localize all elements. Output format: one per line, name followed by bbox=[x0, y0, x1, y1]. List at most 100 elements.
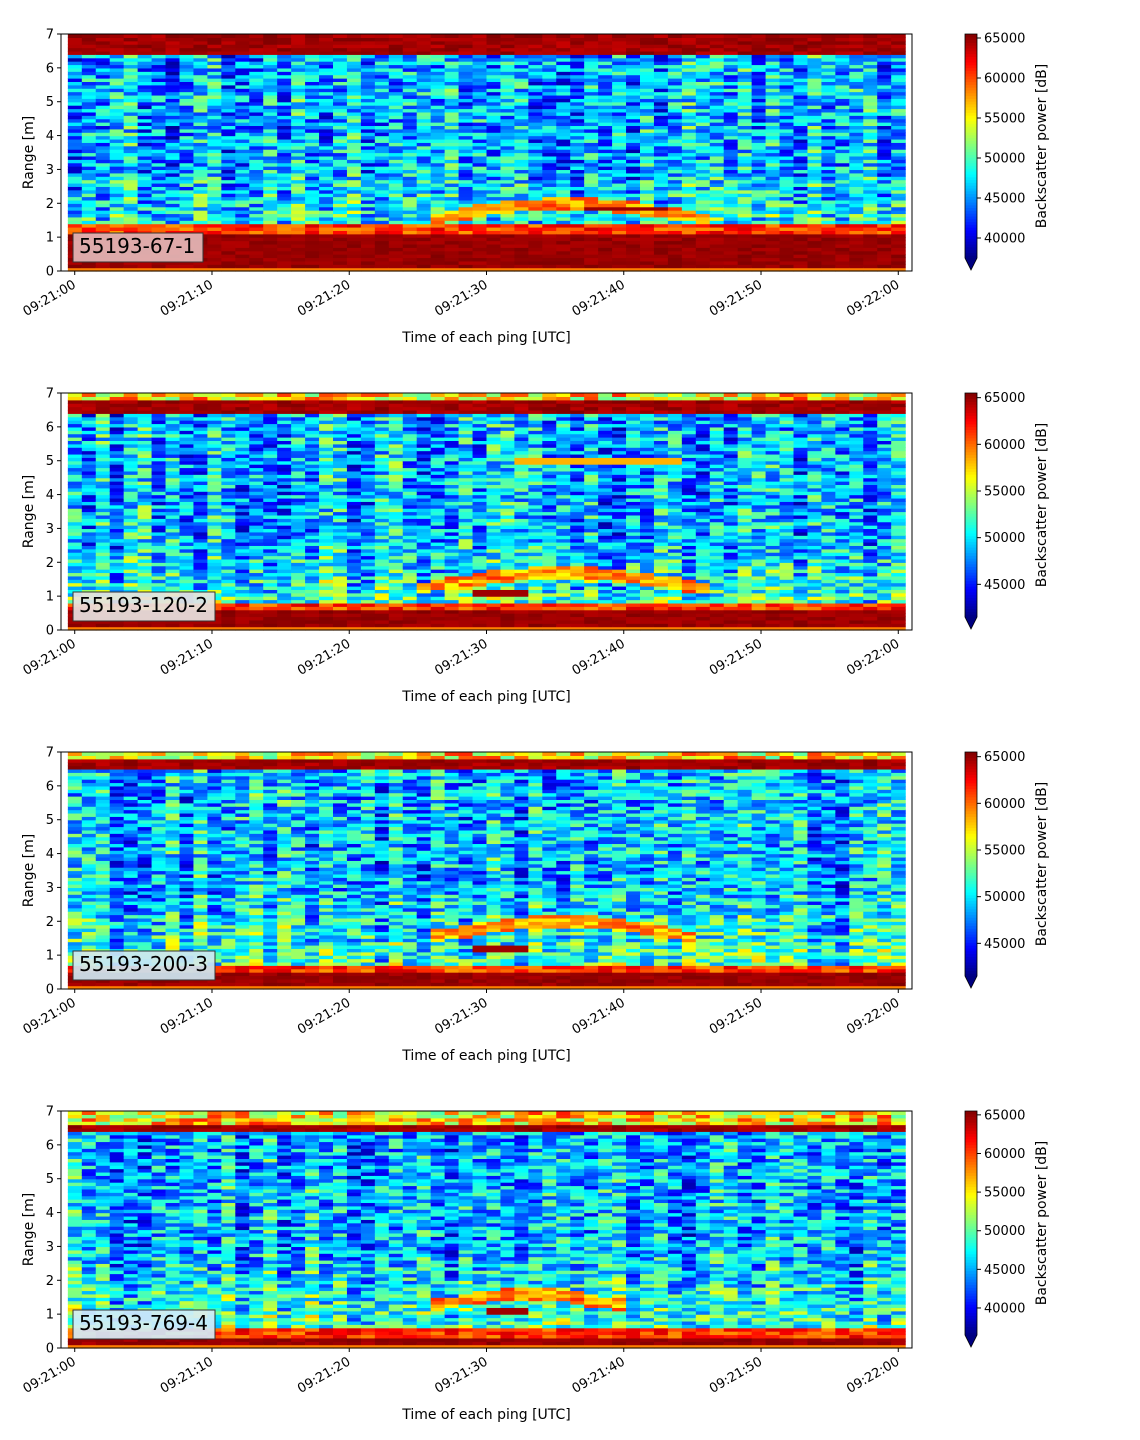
y-axis-label: Range [m] bbox=[21, 475, 37, 548]
y-tick-label: 1 bbox=[46, 590, 54, 605]
y-tick-label: 7 bbox=[46, 28, 54, 43]
colorbar-tick-label: 50000 bbox=[984, 890, 1025, 905]
colorbar: 400004500050000550006000065000Backscatte… bbox=[965, 1108, 1050, 1347]
colorbar-extend-arrow bbox=[965, 1335, 977, 1347]
y-tick-label: 4 bbox=[46, 847, 54, 862]
chart-panel-2: 0 1 2 3 4 5 6 7 09:21:00 09:21:10 09:21:20 09:21:30… bbox=[0, 359, 1140, 718]
y-tick-label: 4 bbox=[46, 1206, 54, 1221]
x-tick-label: 09:21:20 bbox=[295, 1354, 353, 1396]
colorbar-tick-label: 45000 bbox=[984, 192, 1025, 207]
x-tick-label: 09:21:40 bbox=[570, 1354, 628, 1396]
station-annotation: 55193-67-1 bbox=[73, 233, 203, 262]
colorbar-tick-label: 50000 bbox=[984, 1224, 1025, 1239]
y-tick-label: 3 bbox=[46, 522, 54, 537]
station-annotation-text: 55193-120-2 bbox=[79, 593, 208, 617]
y-tick-label: 3 bbox=[46, 163, 54, 178]
y-tick-label: 7 bbox=[46, 746, 54, 761]
y-tick-label: 6 bbox=[46, 61, 54, 76]
x-tick-label: 09:21:20 bbox=[295, 636, 353, 678]
x-axis-label: Time of each ping [UTC] bbox=[401, 330, 571, 346]
x-tick-label: 09:21:40 bbox=[570, 636, 628, 678]
station-annotation-text: 55193-769-4 bbox=[79, 1311, 208, 1335]
y-tick-label: 4 bbox=[46, 488, 54, 503]
x-tick-label: 09:21:20 bbox=[295, 277, 353, 319]
x-tick-label: 09:22:00 bbox=[844, 1354, 902, 1396]
x-tick-label: 09:21:10 bbox=[158, 636, 216, 678]
x-tick-label: 09:21:50 bbox=[707, 995, 765, 1037]
x-tick-label: 09:21:30 bbox=[432, 995, 490, 1037]
y-axis-label: Range [m] bbox=[21, 834, 37, 907]
x-axis-label: Time of each ping [UTC] bbox=[401, 1407, 571, 1423]
colorbar-tick-label: 65000 bbox=[984, 750, 1025, 765]
y-tick-label: 1 bbox=[46, 231, 54, 246]
x-tick-label: 09:21:30 bbox=[432, 1354, 490, 1396]
colorbar: 45000 50000 55000 60000 65000 Backscatter pow… bbox=[965, 391, 1050, 629]
y-tick-label: 3 bbox=[46, 881, 54, 896]
x-tick-label: 09:21:50 bbox=[707, 636, 765, 678]
x-tick-label: 09:21:40 bbox=[570, 277, 628, 319]
x-tick-label: 09:21:00 bbox=[21, 277, 79, 319]
colorbar-tick-label: 40000 bbox=[984, 1301, 1025, 1316]
y-tick-label: 7 bbox=[46, 387, 54, 402]
y-tick-label: 0 bbox=[46, 624, 54, 639]
colorbar-tick-label: 60000 bbox=[984, 1147, 1025, 1162]
colorbar-tick-label: 50000 bbox=[984, 531, 1025, 546]
colorbar-tick-label: 55000 bbox=[984, 485, 1025, 500]
y-tick-label: 6 bbox=[46, 779, 54, 794]
colorbar-tick-label: 45000 bbox=[984, 937, 1025, 952]
colorbar-tick-label: 65000 bbox=[984, 1108, 1025, 1123]
x-tick-label: 09:21:20 bbox=[295, 995, 353, 1037]
y-tick-label: 1 bbox=[46, 1308, 54, 1323]
y-tick-label: 5 bbox=[46, 95, 54, 110]
colorbar-label: Backscatter power [dB] bbox=[1034, 1141, 1050, 1306]
x-axis-label: Time of each ping [UTC] bbox=[401, 689, 571, 705]
x-tick-label: 09:21:10 bbox=[158, 1354, 216, 1396]
station-annotation-text: 55193-200-3 bbox=[79, 952, 208, 976]
station-annotation-text: 55193-67-1 bbox=[79, 234, 195, 258]
colorbar-label: Backscatter power [dB] bbox=[1034, 64, 1050, 229]
x-tick-label: 09:21:40 bbox=[570, 995, 628, 1037]
y-tick-label: 4 bbox=[46, 129, 54, 144]
colorbar-tick-label: 65000 bbox=[984, 32, 1025, 47]
y-tick-label: 5 bbox=[46, 1172, 54, 1187]
colorbar-extend-arrow bbox=[965, 258, 977, 270]
x-tick-label: 09:21:00 bbox=[21, 636, 79, 678]
y-axis-label: Range [m] bbox=[21, 116, 37, 189]
y-tick-label: 2 bbox=[46, 1274, 54, 1289]
colorbar-tick-label: 55000 bbox=[984, 1186, 1025, 1201]
y-tick-label: 5 bbox=[46, 454, 54, 469]
colorbar-tick-label: 65000 bbox=[984, 391, 1025, 406]
colorbar-tick-label: 40000 bbox=[984, 232, 1025, 247]
colorbar-tick-label: 60000 bbox=[984, 797, 1025, 812]
colorbar-tick-label: 60000 bbox=[984, 438, 1025, 453]
x-tick-label: 09:21:30 bbox=[432, 636, 490, 678]
colorbar-extend-arrow bbox=[965, 976, 977, 988]
station-annotation: 55193-200-3 bbox=[73, 951, 215, 980]
y-tick-label: 0 bbox=[46, 1342, 54, 1357]
colorbar-tick-label: 45000 bbox=[984, 578, 1025, 593]
y-tick-label: 0 bbox=[46, 983, 54, 998]
x-axis-label: Time of each ping [UTC] bbox=[401, 1048, 571, 1064]
x-tick-label: 09:22:00 bbox=[844, 277, 902, 319]
x-tick-label: 09:21:00 bbox=[21, 995, 79, 1037]
colorbar-tick-label: 50000 bbox=[984, 152, 1025, 167]
colorbar-label: Backscatter power [dB] bbox=[1034, 423, 1050, 588]
station-annotation: 55193-120-2 bbox=[73, 592, 215, 621]
y-tick-label: 5 bbox=[46, 813, 54, 828]
x-tick-label: 09:21:50 bbox=[707, 277, 765, 319]
x-tick-label: 09:21:10 bbox=[158, 277, 216, 319]
colorbar: 400004500050000550006000065000Backscatte… bbox=[965, 32, 1050, 271]
y-tick-label: 2 bbox=[46, 197, 54, 212]
x-tick-label: 09:22:00 bbox=[844, 995, 902, 1037]
y-tick-label: 2 bbox=[46, 556, 54, 571]
y-tick-label: 6 bbox=[46, 420, 54, 435]
x-tick-label: 09:21:10 bbox=[158, 995, 216, 1037]
y-axis-label: Range [m] bbox=[21, 1193, 37, 1266]
y-tick-label: 3 bbox=[46, 1240, 54, 1255]
x-tick-label: 09:21:50 bbox=[707, 1354, 765, 1396]
